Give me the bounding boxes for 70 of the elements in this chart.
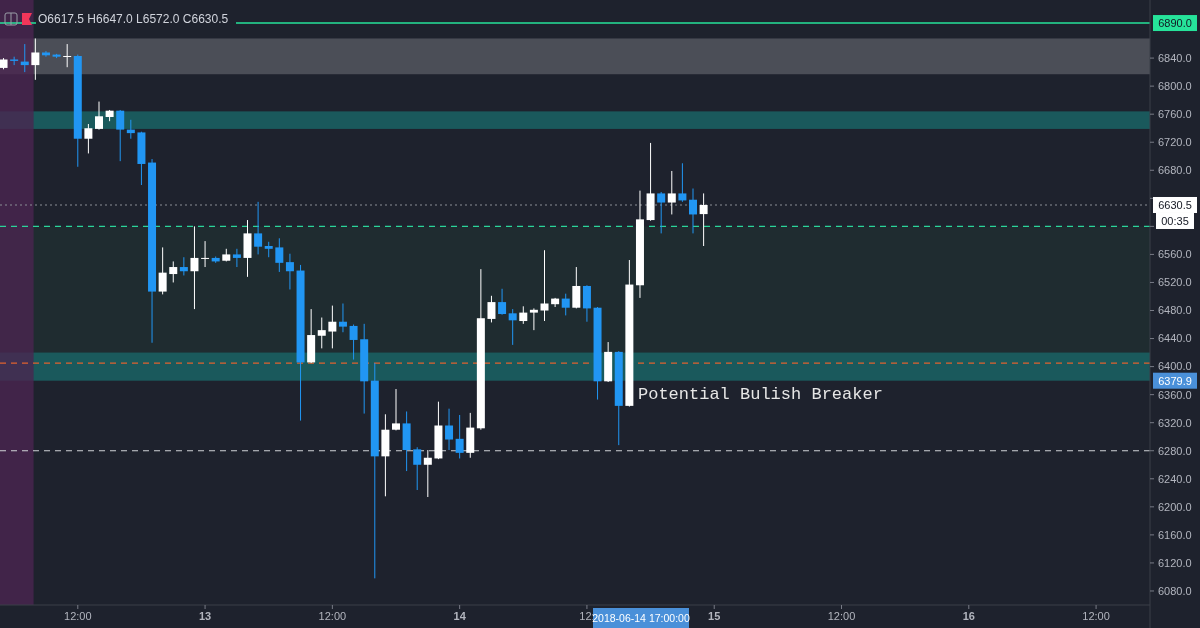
candlestick xyxy=(487,295,496,323)
candlestick xyxy=(349,324,358,361)
y-tick-label: 6400.0 xyxy=(1158,360,1192,373)
candlestick xyxy=(498,288,507,316)
y-tick-label: 6160.0 xyxy=(1158,528,1192,541)
candlestick xyxy=(63,43,72,68)
candlestick xyxy=(689,188,698,234)
candlestick xyxy=(84,123,93,154)
y-tick-label: 6240.0 xyxy=(1158,472,1192,485)
y-tick-label: 6440.0 xyxy=(1158,332,1192,345)
y-tick-label: 6560.0 xyxy=(1158,248,1192,261)
candlestick xyxy=(413,446,422,491)
x-tick-label: 12:00 xyxy=(1082,610,1110,622)
candlestick xyxy=(392,388,400,431)
annotation: O6617.5 H6647.0 L6572.0 C6630.5 xyxy=(38,12,229,27)
candlestick xyxy=(529,307,538,331)
candlestick xyxy=(10,56,19,66)
x-tick-label: 12:00 xyxy=(64,610,92,622)
x-tick-label: 15 xyxy=(708,610,721,622)
x-tick-label: 12:00 xyxy=(318,610,347,622)
candlestick xyxy=(275,237,284,273)
candlestick xyxy=(232,248,241,268)
candlestick xyxy=(455,414,464,459)
y-tick-label: 6760.0 xyxy=(1158,108,1192,121)
y-tick-label: 6320.0 xyxy=(1158,416,1192,429)
x-tick-label: 16 xyxy=(962,610,975,622)
candlestick xyxy=(116,109,125,162)
candlestick xyxy=(179,256,188,276)
ref-line-label: 6890.0 xyxy=(1158,16,1192,29)
y-tick-label: 6840.0 xyxy=(1158,51,1192,64)
band-label: 6379.9 xyxy=(1158,374,1192,387)
candlestick xyxy=(540,249,549,322)
candlestick xyxy=(328,305,337,349)
x-tick-label: 13 xyxy=(198,610,212,622)
candlestick xyxy=(572,266,581,309)
annotation: Potential Bulish Breaker xyxy=(638,384,883,404)
candlestick xyxy=(657,191,666,234)
candlestick xyxy=(95,101,103,131)
candlestick xyxy=(445,408,454,451)
candlestick xyxy=(190,225,199,310)
candlestick xyxy=(667,170,676,215)
candlestick xyxy=(254,201,263,255)
candlestick xyxy=(508,308,517,346)
y-tick-label: 6080.0 xyxy=(1158,584,1192,597)
y-tick-label: 6680.0 xyxy=(1158,164,1192,177)
candlestick xyxy=(158,246,167,295)
candlestick xyxy=(423,449,432,498)
candlestick xyxy=(41,50,50,58)
candlestick xyxy=(201,240,210,268)
candlestick xyxy=(169,260,178,283)
y-tick-label: 6520.0 xyxy=(1158,276,1192,289)
y-tick-label: 6720.0 xyxy=(1158,136,1192,149)
x-tick-label: 14 xyxy=(453,610,467,622)
ref-line-label: 6630.5 xyxy=(1158,198,1192,211)
y-tick-label: 6480.0 xyxy=(1158,304,1192,317)
y-tick-label: 6800.0 xyxy=(1158,79,1192,92)
candlestick xyxy=(561,293,570,316)
x-tick-label: 12:00 xyxy=(827,610,856,622)
candlestick xyxy=(582,284,591,323)
text: 00:35 xyxy=(1161,214,1189,227)
y-tick-label: 6200.0 xyxy=(1158,500,1192,513)
candlestick xyxy=(678,162,687,203)
candlestick xyxy=(31,37,40,81)
candlestick xyxy=(285,253,294,290)
candlestick xyxy=(317,317,326,349)
y-tick-label: 6360.0 xyxy=(1158,388,1192,401)
y-tick-label: 6280.0 xyxy=(1158,444,1192,457)
candlestick xyxy=(338,303,347,333)
y-tick-label: 6120.0 xyxy=(1158,556,1192,569)
candlestick xyxy=(699,192,708,247)
